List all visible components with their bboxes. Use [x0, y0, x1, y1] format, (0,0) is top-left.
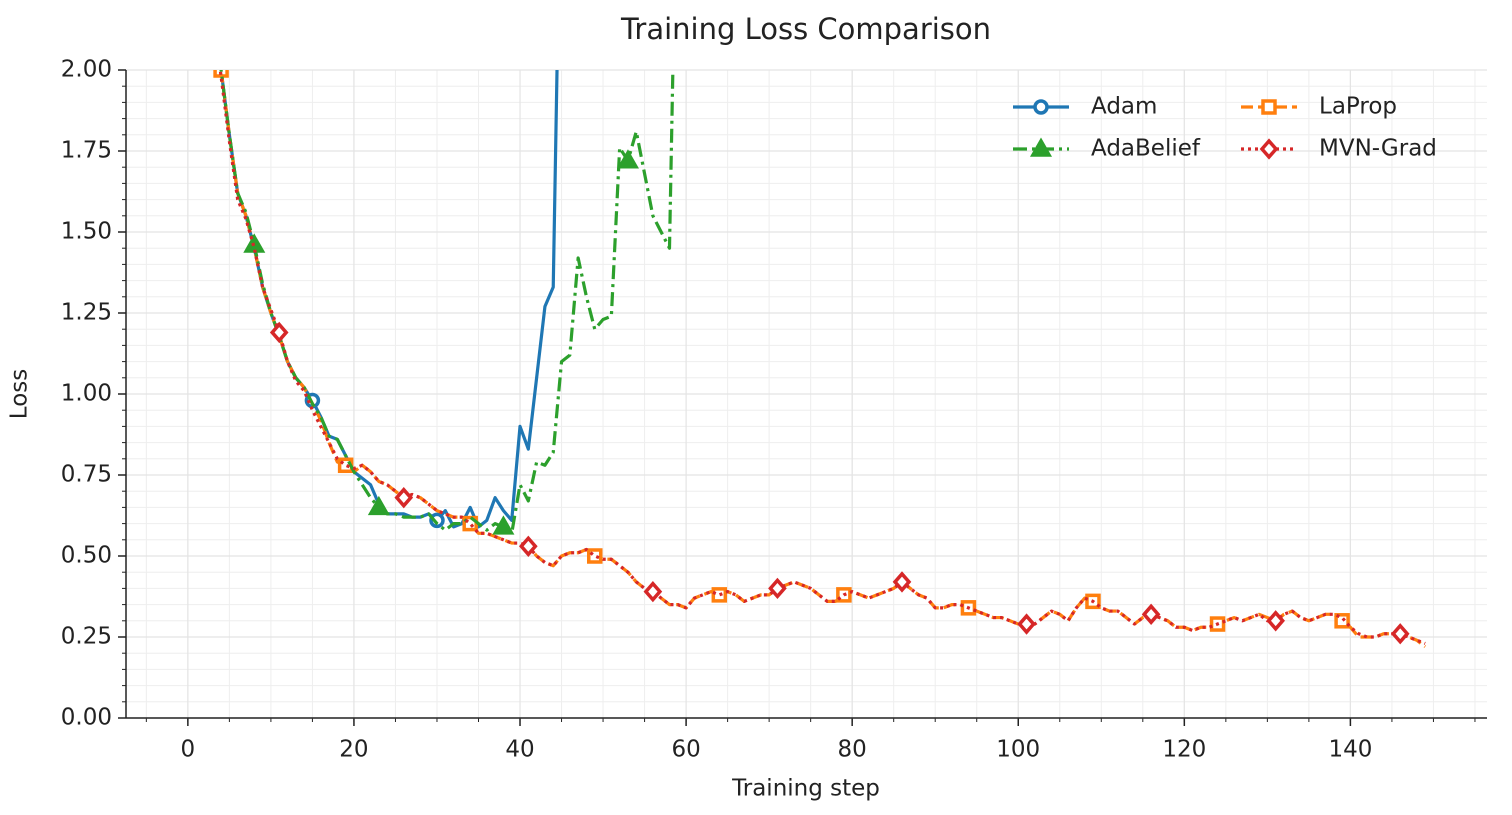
marker	[394, 487, 414, 509]
x-tick-label: 140	[1328, 737, 1372, 763]
line-mvn-grad	[218, 70, 1426, 645]
y-tick-label: 1.75	[61, 138, 112, 164]
marker	[1259, 138, 1279, 160]
x-axis-label: Training step	[731, 776, 880, 802]
y-tick-label: 1.25	[61, 300, 112, 326]
line-adam	[219, 70, 559, 529]
y-tick-label: 0.00	[61, 705, 112, 731]
marker	[1017, 613, 1036, 635]
marker	[643, 580, 663, 603]
marker	[1033, 99, 1049, 115]
legend-label: MVN-Grad	[1319, 136, 1437, 162]
chart-title: Training Loss Comparison	[620, 12, 991, 46]
marker	[768, 577, 787, 600]
line-adabelief	[219, 70, 675, 535]
y-tick-label: 1.50	[61, 219, 112, 245]
x-tick-label: 100	[996, 737, 1040, 763]
marker	[1334, 613, 1350, 629]
x-tick-label: 20	[339, 737, 368, 763]
y-axis-label: Loss	[7, 369, 33, 419]
marker	[269, 321, 289, 344]
x-tick-label: 0	[181, 737, 196, 763]
marker	[1261, 99, 1277, 115]
marker	[1266, 610, 1285, 632]
x-tick-label: 40	[505, 737, 534, 763]
marker	[429, 512, 445, 529]
marker	[1029, 137, 1053, 157]
x-tick-label: 120	[1162, 737, 1206, 763]
legend-label: Adam	[1091, 94, 1157, 120]
y-tick-label: 2.00	[61, 57, 112, 83]
marker	[1390, 623, 1410, 645]
marker	[1141, 603, 1161, 625]
marker	[492, 515, 515, 535]
y-tick-label: 0.25	[61, 624, 112, 650]
x-tick-label: 60	[671, 737, 700, 763]
plot-area	[213, 70, 1427, 648]
marker	[892, 571, 912, 593]
marker	[367, 495, 390, 516]
legend: Adam LaProp AdaBelief MVN-Grad	[1013, 94, 1437, 162]
marker	[711, 587, 728, 603]
line-laprop	[219, 70, 1427, 648]
x-tick-label: 80	[838, 737, 867, 763]
y-tick-label: 1.00	[61, 381, 112, 407]
y-tick-label: 0.50	[61, 543, 112, 569]
legend-label: AdaBelief	[1091, 136, 1201, 162]
marker	[518, 535, 538, 557]
y-tick-label: 0.75	[61, 462, 112, 488]
legend-label: LaProp	[1319, 94, 1397, 120]
marker	[616, 149, 639, 169]
